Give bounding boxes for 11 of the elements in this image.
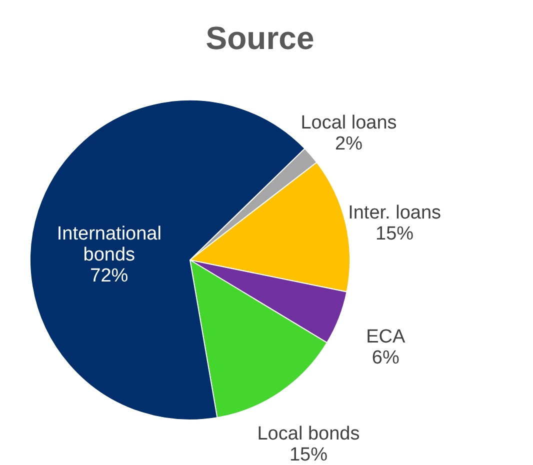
data-label: 6% (372, 347, 400, 368)
slice-label: Local loans (300, 112, 397, 134)
data-label: 15% (376, 224, 414, 244)
slice-label: International bonds (56, 224, 162, 266)
chart-title: Source (206, 20, 314, 56)
data-label: 2% (335, 134, 363, 155)
slice-label: Inter. loans (348, 202, 442, 224)
data-label: 72% (90, 266, 128, 287)
data-label: 15% (289, 444, 328, 465)
slice-label: Local bonds (257, 423, 360, 444)
slice-label: ECA (366, 326, 406, 348)
